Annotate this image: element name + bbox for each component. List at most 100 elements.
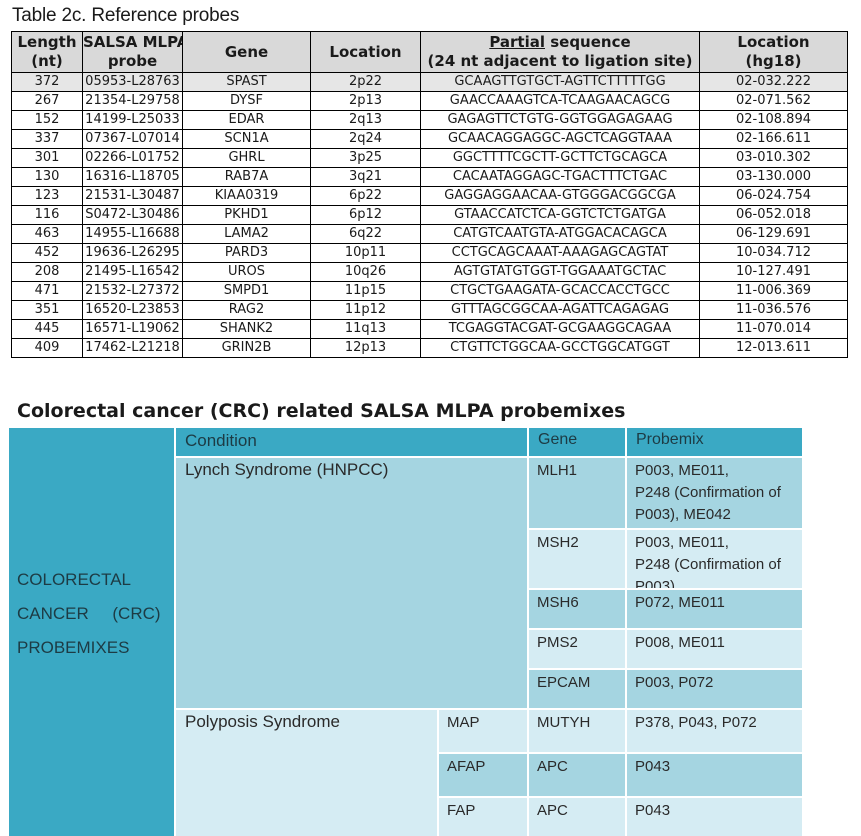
gene-cell: KIAA0319 (182, 186, 311, 206)
gene-cell: PKHD1 (182, 205, 311, 225)
hg18-location-cell: 02-071.562 (699, 91, 848, 111)
gene-cell: SMPD1 (182, 281, 311, 301)
side-line: COLORECTAL (17, 570, 131, 589)
length-cell: 152 (11, 110, 83, 130)
hg18-location-cell: 02-166.611 (699, 129, 848, 149)
header-location: Location (310, 31, 421, 73)
sequence-cell: GAACCAAAGTCA-TCAAGAACAGCG (420, 91, 700, 111)
header-length: Length (nt) (11, 31, 83, 73)
length-cell: 445 (11, 319, 83, 339)
gene-cell: MSH2 (529, 530, 625, 588)
location-cell: 3q21 (310, 167, 421, 187)
length-cell: 208 (11, 262, 83, 282)
probe-cell: 16520-L23853 (82, 300, 183, 320)
length-cell: 409 (11, 338, 83, 358)
side-line: CANCER (CRC) (17, 604, 161, 623)
gene-cell: SCN1A (182, 129, 311, 149)
probe-cell: 21532-L27372 (82, 281, 183, 301)
table-row: 208 21495-L16542 UROS 10q26 AGTGTATGTGGT-TGG… (11, 262, 848, 282)
length-cell: 372 (11, 72, 83, 92)
subcondition-cell: AFAP (439, 754, 527, 796)
table-row: 372 05953-L28763 SPAST 2p22 GCAAGTTGTGCT-AGT… (11, 72, 848, 92)
side-line: PROBEMIXES (17, 638, 130, 657)
probe-cell: 16316-L18705 (82, 167, 183, 187)
probe-cell: 14955-L16688 (82, 224, 183, 244)
location-cell: 2p13 (310, 91, 421, 111)
sequence-cell: CACAATAGGAGC-TGACTTTCTGAC (420, 167, 700, 187)
gene-cell: LAMA2 (182, 224, 311, 244)
gene-cell: MLH1 (529, 458, 625, 528)
condition-lynch: Lynch Syndrome (HNPCC) (176, 458, 527, 708)
header-condition: Condition (176, 428, 527, 456)
sequence-cell: CTGTTCTGGCAA-GCCTGGCATGGT (420, 338, 700, 358)
hg18-location-cell: 11-036.576 (699, 300, 848, 320)
probe-cell: 17462-L21218 (82, 338, 183, 358)
length-cell: 471 (11, 281, 83, 301)
header-gene: Gene (529, 428, 625, 456)
hg18-location-cell: 11-006.369 (699, 281, 848, 301)
table-row: 445 16571-L19062 SHANK2 11q13 TCGAGGTACGAT-G… (11, 319, 848, 339)
sequence-cell: CTGCTGAAGATA-GCACCACCTGCC (420, 281, 700, 301)
probe-cell: 21531-L30487 (82, 186, 183, 206)
probemix-cell: P043 (627, 754, 802, 796)
location-cell: 11q13 (310, 319, 421, 339)
gene-cell: RAG2 (182, 300, 311, 320)
location-cell: 2q24 (310, 129, 421, 149)
subcondition-cell: FAP (439, 798, 527, 836)
probe-cell: S0472-L30486 (82, 205, 183, 225)
sequence-cell: GCAAGTTGTGCT-AGTTCTTTTTGG (420, 72, 700, 92)
hg18-location-cell: 02-032.222 (699, 72, 848, 92)
location-cell: 2q13 (310, 110, 421, 130)
gene-cell: EDAR (182, 110, 311, 130)
gene-cell: DYSF (182, 91, 311, 111)
table-row: 471 21532-L27372 SMPD1 11p15 CTGCTGAAGATA-GC… (11, 281, 848, 301)
location-cell: 10q26 (310, 262, 421, 282)
gene-cell: APC (529, 754, 625, 796)
location-cell: 12p13 (310, 338, 421, 358)
length-cell: 351 (11, 300, 83, 320)
probe-cell: 14199-L25033 (82, 110, 183, 130)
crc-side-label: COLORECTAL CANCER (CRC) PROBEMIXES (9, 428, 174, 836)
probemix-cell: P043 (627, 798, 802, 836)
table-caption: Table 2c. Reference probes (12, 5, 240, 26)
table-row: 463 14955-L16688 LAMA2 6q22 CATGTCAATGTA-ATG… (11, 224, 848, 244)
table-row: 409 17462-L21218 GRIN2B 12p13 CTGTTCTGGCAA-G… (11, 338, 848, 358)
length-cell: 267 (11, 91, 83, 111)
hg18-location-cell: 03-010.302 (699, 148, 848, 168)
hg18-location-cell: 12-013.611 (699, 338, 848, 358)
probe-cell: 02266-L01752 (82, 148, 183, 168)
table-row: 152 14199-L25033 EDAR 2q13 GAGAGTTCTGTG-GGTG… (11, 110, 848, 130)
sequence-cell: GAGAGTTCTGTG-GGTGGAGAGAAG (420, 110, 700, 130)
table-row: 267 21354-L29758 DYSF 2p13 GAACCAAAGTCA-TCAA… (11, 91, 848, 111)
table-row: 130 16316-L18705 RAB7A 3q21 CACAATAGGAGC-TGA… (11, 167, 848, 187)
gene-cell: UROS (182, 262, 311, 282)
gene-cell: MSH6 (529, 590, 625, 628)
length-cell: 116 (11, 205, 83, 225)
hg18-location-cell: 06-024.754 (699, 186, 848, 206)
hg18-location-cell: 10-127.491 (699, 262, 848, 282)
header-probemix: Probemix (627, 428, 802, 456)
hg18-location-cell: 06-129.691 (699, 224, 848, 244)
location-cell: 2p22 (310, 72, 421, 92)
location-cell: 10p11 (310, 243, 421, 263)
table-row: 337 07367-L07014 SCN1A 2q24 GCAACAGGAGGC-AGC… (11, 129, 848, 149)
location-cell: 6q22 (310, 224, 421, 244)
gene-cell: PARD3 (182, 243, 311, 263)
sequence-cell: GCAACAGGAGGC-AGCTCAGGTAAA (420, 129, 700, 149)
sequence-cell: GGCTTTTCGCTT-GCTTCTGCAGCA (420, 148, 700, 168)
subcondition-cell: MAP (439, 710, 527, 752)
probe-cell: 16571-L19062 (82, 319, 183, 339)
probemix-cell: P008, ME011 (627, 630, 802, 668)
table-row: 301 02266-L01752 GHRL 3p25 GGCTTTTCGCTT-GCTT… (11, 148, 848, 168)
gene-cell: GHRL (182, 148, 311, 168)
table-row: 452 19636-L26295 PARD3 10p11 CCTGCAGCAAAT-AA… (11, 243, 848, 263)
hg18-location-cell: 11-070.014 (699, 319, 848, 339)
location-cell: 11p15 (310, 281, 421, 301)
header-sequence: Partial sequence (24 nt adjacent to ligat… (420, 31, 700, 73)
crc-probemix-table: COLORECTAL CANCER (CRC) PROBEMIXES Condi… (9, 428, 802, 836)
gene-cell: MUTYH (529, 710, 625, 752)
probemix-cell: P003, P072 (627, 670, 802, 708)
hg18-location-cell: 02-108.894 (699, 110, 848, 130)
location-cell: 3p25 (310, 148, 421, 168)
header-probe: SALSA MLPA probe (82, 31, 183, 73)
